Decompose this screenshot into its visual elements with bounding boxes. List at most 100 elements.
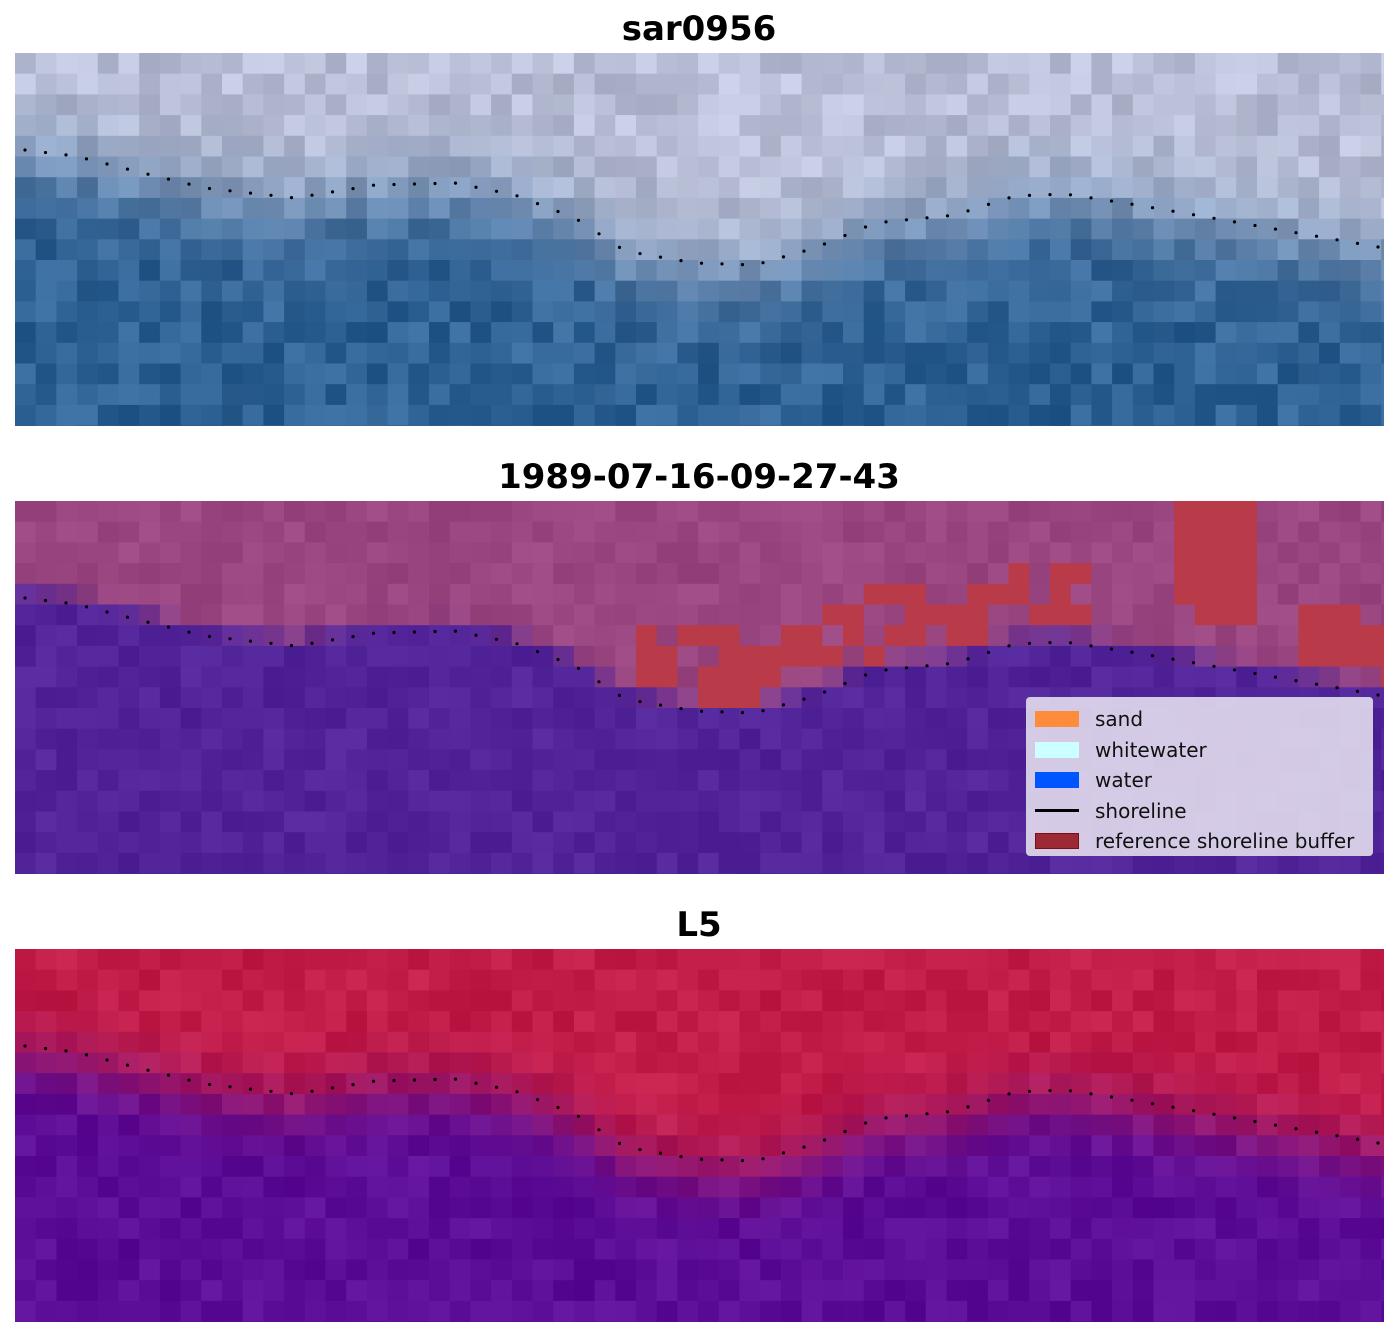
raster-cell — [77, 563, 99, 585]
raster-cell — [449, 1011, 471, 1033]
raster-cell — [139, 156, 161, 178]
raster-cell — [677, 197, 699, 220]
raster-cell — [325, 404, 347, 426]
raster-cell — [1194, 1011, 1217, 1033]
raster-cell — [739, 969, 761, 991]
raster-cell — [636, 197, 658, 220]
raster-cell — [35, 1156, 57, 1178]
raster-cell — [987, 542, 1010, 564]
raster-cell — [1215, 583, 1237, 606]
raster-cell — [1298, 94, 1320, 116]
raster-cell — [967, 53, 989, 75]
raster-cell — [491, 322, 513, 344]
raster-cell — [222, 604, 244, 626]
raster-cell — [180, 260, 202, 282]
raster-cell — [1277, 260, 1299, 282]
raster-cell — [408, 563, 430, 585]
raster-cell — [615, 239, 637, 261]
raster-cell — [843, 218, 865, 240]
raster-cell — [1008, 135, 1030, 158]
raster-cell — [1132, 645, 1155, 668]
raster-cell — [284, 625, 306, 647]
raster-cell — [698, 708, 720, 730]
raster-cell — [1298, 521, 1320, 543]
raster-cell — [1339, 645, 1362, 668]
raster-cell — [180, 563, 202, 585]
raster-cell — [1008, 645, 1030, 668]
raster-cell — [987, 563, 1010, 585]
raster-cell — [222, 811, 244, 833]
raster-cell — [615, 1052, 637, 1074]
raster-cell — [97, 583, 120, 606]
raster-cell — [408, 1011, 430, 1033]
shoreline-dot — [1171, 657, 1175, 661]
raster-cell — [1050, 645, 1072, 668]
raster-cell — [1277, 1114, 1299, 1136]
raster-cell — [180, 1300, 202, 1322]
raster-cell — [884, 1197, 906, 1219]
raster-cell — [1091, 1011, 1113, 1033]
raster-cell — [15, 301, 37, 323]
raster-cell — [470, 1176, 492, 1198]
raster-cell — [201, 728, 223, 750]
raster-cell — [242, 1114, 264, 1136]
raster-cell — [284, 790, 306, 813]
raster-cell — [987, 1031, 1010, 1054]
raster-cell — [304, 135, 327, 158]
raster-cell — [470, 1259, 492, 1281]
raster-cell — [449, 1238, 471, 1261]
raster-cell — [1381, 94, 1384, 116]
raster-cell — [925, 280, 948, 302]
raster-cell — [201, 832, 223, 854]
raster-cell — [636, 1073, 658, 1095]
raster-cell — [449, 94, 471, 116]
raster-cell — [594, 73, 616, 95]
shoreline-dot — [556, 1105, 560, 1110]
raster-cell — [760, 1259, 782, 1281]
raster-cell — [636, 156, 658, 178]
raster-cell — [718, 969, 741, 991]
shoreline-dot — [125, 167, 130, 171]
raster-cell — [77, 625, 99, 647]
raster-cell — [573, 1197, 596, 1219]
raster-cell — [325, 811, 347, 833]
raster-cell — [718, 384, 741, 406]
raster-cell — [780, 384, 803, 406]
raster-cell — [780, 1052, 803, 1074]
raster-cell — [615, 197, 637, 220]
raster-cell — [1257, 342, 1279, 365]
raster-cell — [346, 301, 368, 323]
raster-cell — [946, 301, 968, 323]
raster-cell — [1319, 1031, 1341, 1054]
raster-cell — [1257, 135, 1279, 158]
raster-cell — [1112, 115, 1134, 137]
raster-cell — [263, 197, 285, 220]
raster-cell — [1298, 1197, 1320, 1219]
raster-cell — [615, 1031, 637, 1054]
shoreline-dot — [1253, 671, 1257, 676]
raster-cell — [366, 1238, 389, 1261]
raster-cell — [1174, 239, 1196, 261]
raster-cell — [1029, 1031, 1051, 1054]
raster-cell — [1050, 115, 1072, 137]
raster-cell — [35, 1176, 57, 1198]
raster-cell — [429, 687, 451, 709]
raster-cell — [118, 949, 140, 971]
raster-cell — [1215, 260, 1237, 282]
panel-title-rgb: sar0956 — [621, 9, 777, 49]
raster-cell — [1029, 404, 1051, 426]
raster-cell — [863, 1176, 885, 1198]
raster-cell — [159, 521, 182, 543]
raster-cell — [925, 1011, 948, 1033]
raster-cell — [677, 990, 699, 1012]
raster-cell — [1257, 218, 1279, 240]
raster-cell — [222, 1218, 244, 1240]
raster-cell — [284, 280, 306, 302]
raster-cell — [35, 852, 57, 874]
raster-cell — [1236, 1031, 1258, 1054]
raster-cell — [1174, 1300, 1196, 1322]
raster-cell — [118, 177, 140, 199]
raster-cell — [1194, 1031, 1217, 1054]
raster-cell — [470, 53, 492, 75]
raster-cell — [429, 301, 451, 323]
